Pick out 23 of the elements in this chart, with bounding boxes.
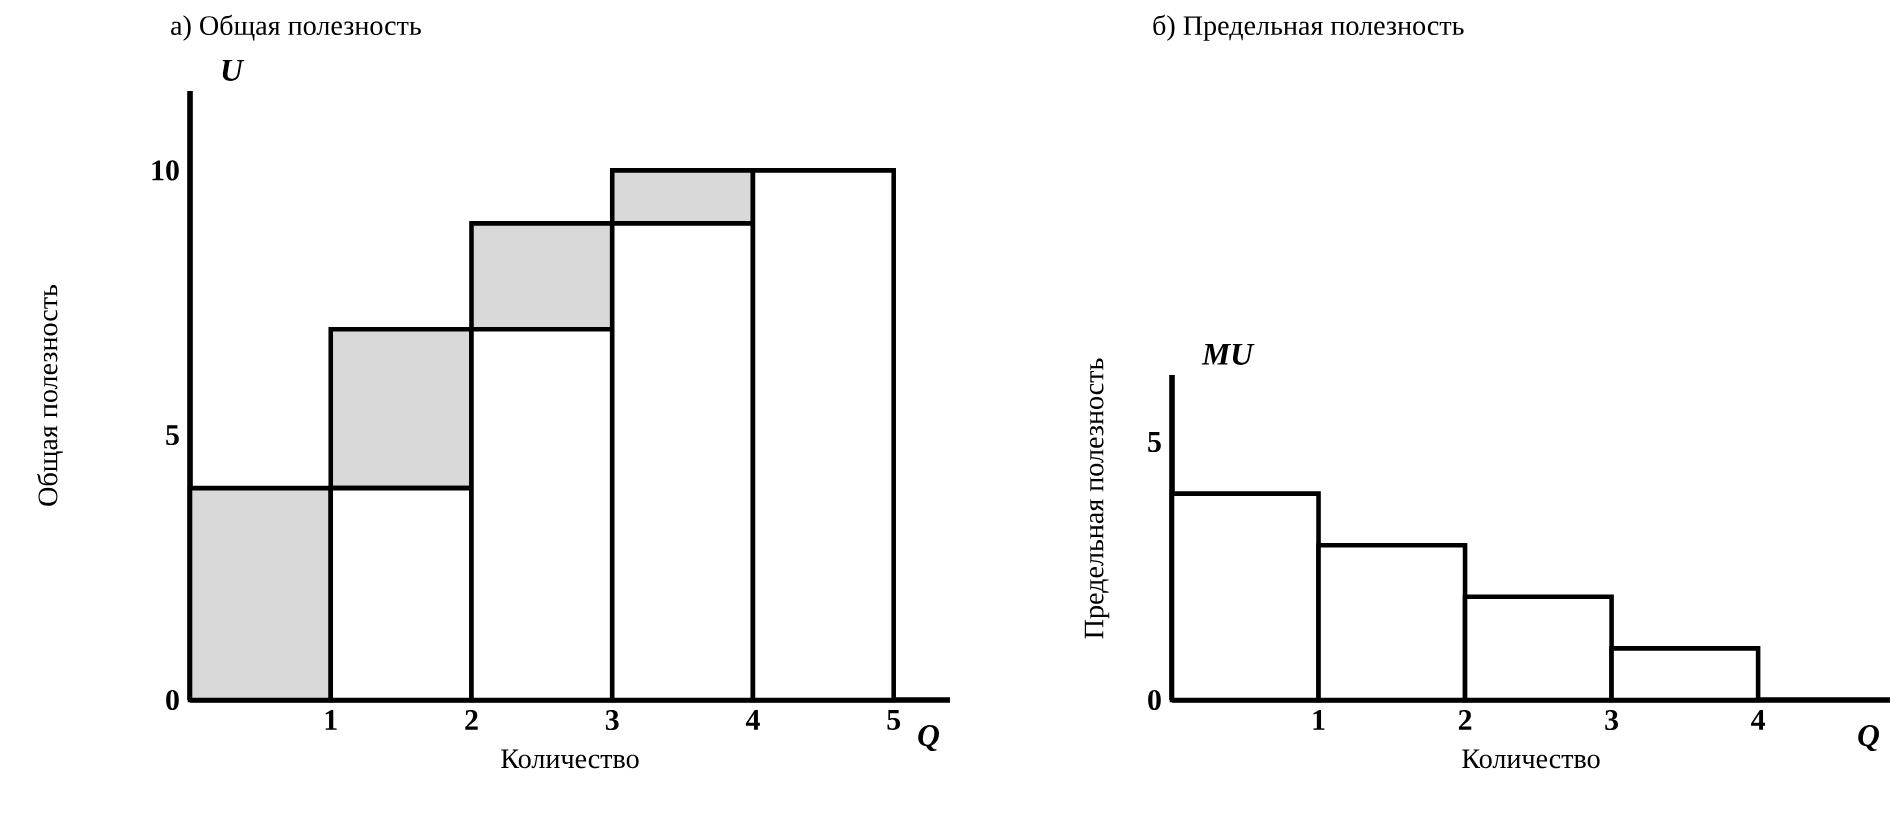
y-tick-label: 10 bbox=[152, 160, 179, 181]
chart-title: б) Предельная полезность bbox=[1153, 14, 1464, 41]
x-axis-title: Количество bbox=[1462, 749, 1600, 769]
text: Q bbox=[1858, 725, 1880, 752]
chart-title: а) Общая полезность bbox=[171, 14, 421, 41]
text: MU bbox=[1201, 343, 1255, 365]
x-tick-label: 5 bbox=[887, 710, 901, 730]
y-tick-label: 5 bbox=[166, 425, 179, 446]
text: U bbox=[222, 59, 245, 81]
x-tick-label: 4 bbox=[745, 710, 760, 730]
y-tick-label: 0 bbox=[1148, 689, 1161, 711]
x-tick-label: 3 bbox=[605, 710, 619, 731]
y-axis-title: Предельная полезность bbox=[1084, 358, 1110, 639]
x-tick-label: 1 bbox=[1313, 710, 1325, 730]
text: Q bbox=[918, 725, 940, 752]
y-axis-title: Общая полезность bbox=[37, 284, 63, 506]
x-tick-label: 1 bbox=[325, 710, 337, 730]
y-tick-label: 0 bbox=[166, 689, 179, 711]
x-tick-label: 3 bbox=[1605, 710, 1619, 731]
x-tick-label: 4 bbox=[1751, 710, 1766, 730]
x-tick-label: 2 bbox=[465, 710, 478, 730]
x-axis-title: Количество bbox=[501, 749, 639, 769]
x-tick-label: 2 bbox=[1458, 710, 1472, 730]
